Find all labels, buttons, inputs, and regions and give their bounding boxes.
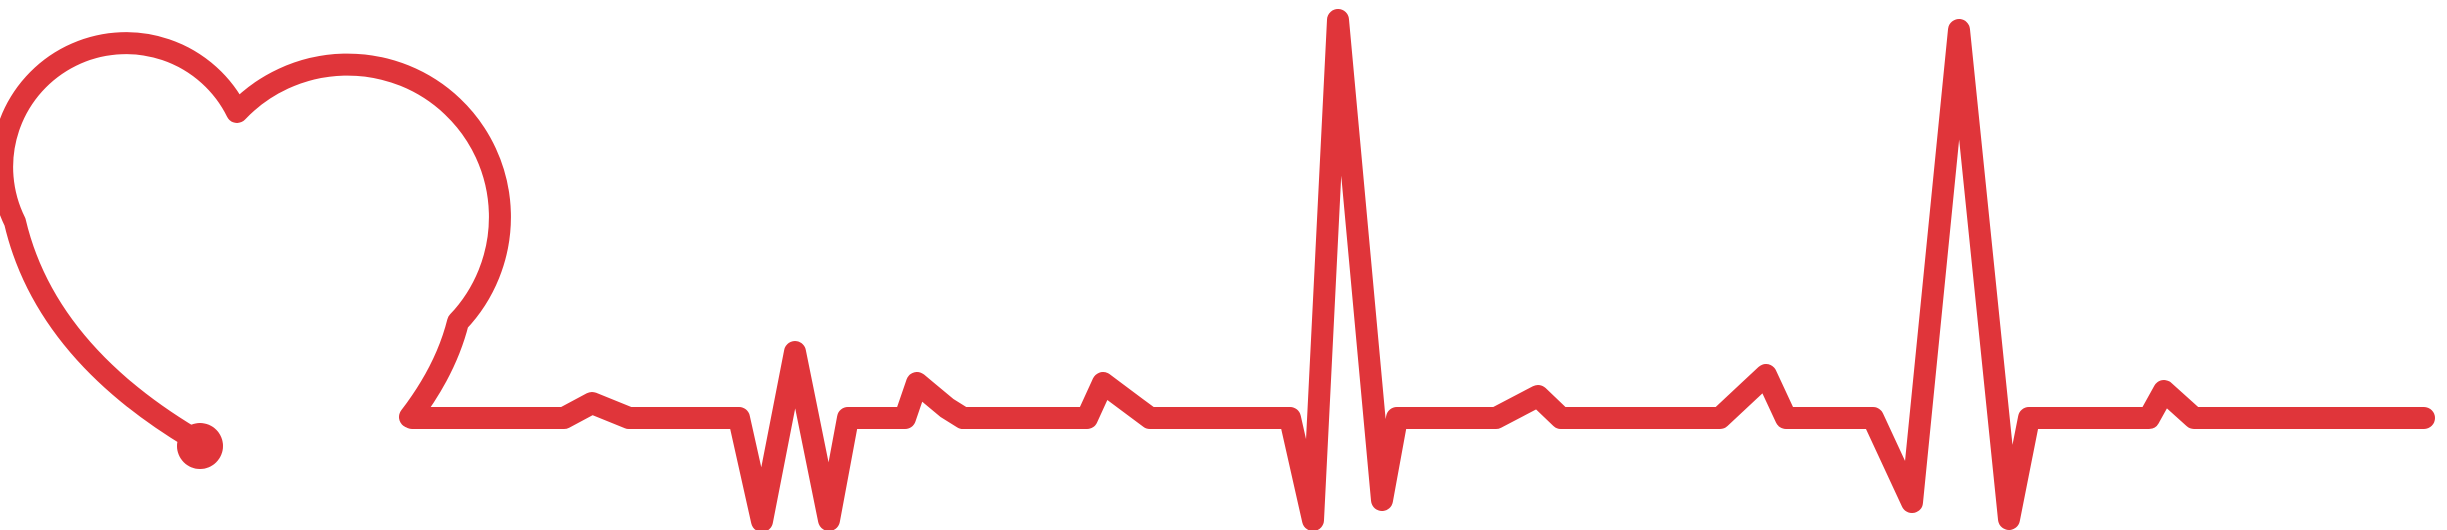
ecg-trace-line (401, 9, 2435, 530)
heart-outline (0, 32, 511, 449)
heart-tip-dot (177, 423, 223, 469)
